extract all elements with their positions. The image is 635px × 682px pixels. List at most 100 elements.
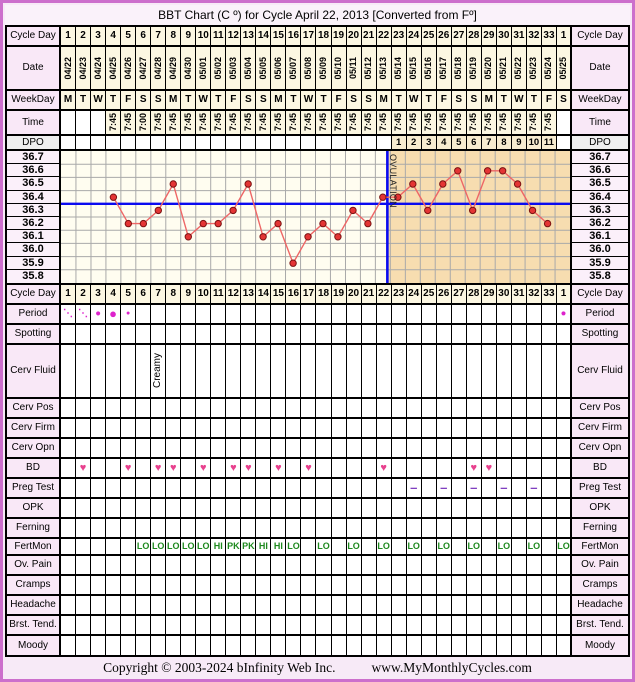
bd-row-day-32[interactable] — [527, 459, 542, 477]
preg-test-row-day-14[interactable] — [256, 479, 272, 497]
preg-test-row-day-30[interactable]: – — [497, 479, 512, 497]
preg-test-row-day-28[interactable]: – — [467, 479, 482, 497]
cerv-opn-row-day-22[interactable] — [377, 439, 392, 457]
ferning-row-day-1[interactable] — [61, 519, 77, 537]
bd-row-day-17[interactable]: ♥ — [301, 459, 317, 477]
ov-pain-row-day-11[interactable] — [211, 556, 227, 574]
site-link[interactable]: www.MyMonthlyCycles.com — [371, 660, 532, 675]
moody-row-day-9[interactable] — [181, 636, 197, 655]
cerv-pos-row-day-15[interactable] — [271, 399, 287, 417]
cerv-fluid-row-day-29[interactable] — [482, 345, 497, 397]
moody-row-day-24[interactable] — [407, 636, 422, 655]
headache-row-day-1[interactable] — [61, 596, 77, 614]
temp-point-day-12[interactable] — [229, 206, 237, 215]
cerv-firm-row-day-10[interactable] — [196, 419, 212, 437]
ov-pain-row-day-16[interactable] — [286, 556, 302, 574]
cerv-pos-row-day-8[interactable] — [166, 399, 182, 417]
ov-pain-row-day-7[interactable] — [151, 556, 167, 574]
spotting-row-day-16[interactable] — [286, 325, 302, 343]
headache-row-day-31[interactable] — [512, 596, 527, 614]
preg-test-row-day-23[interactable] — [392, 479, 407, 497]
preg-test-row-day-17[interactable] — [301, 479, 317, 497]
temp-point-day-7[interactable] — [154, 206, 163, 215]
moody-row-day-7[interactable] — [151, 636, 167, 655]
spotting-row-day-23[interactable] — [392, 325, 407, 343]
opk-row-day-31[interactable] — [512, 499, 527, 517]
cerv-fluid-row-day-23[interactable] — [392, 345, 407, 397]
period-row-day-27[interactable] — [452, 305, 467, 323]
period-row-day-15[interactable] — [271, 305, 287, 323]
opk-row-day-14[interactable] — [256, 499, 272, 517]
cerv-pos-row-day-7[interactable] — [151, 399, 167, 417]
cramps-row-day-23[interactable] — [392, 576, 407, 594]
opk-row-day-33[interactable] — [542, 499, 557, 517]
headache-row-day-13[interactable] — [241, 596, 257, 614]
moody-row-day-1[interactable] — [61, 636, 77, 655]
fertmon-row-day-21[interactable] — [362, 539, 377, 554]
cerv-firm-row-day-21[interactable] — [362, 419, 377, 437]
ferning-row-day-34[interactable] — [557, 519, 572, 537]
cerv-opn-row-day-26[interactable] — [437, 439, 452, 457]
preg-test-row-day-19[interactable] — [332, 479, 347, 497]
brst-tend-row-day-3[interactable] — [91, 616, 107, 634]
bd-row-day-21[interactable] — [362, 459, 377, 477]
moody-row-day-23[interactable] — [392, 636, 407, 655]
cerv-opn-row-day-27[interactable] — [452, 439, 467, 457]
moody-row-day-32[interactable] — [527, 636, 542, 655]
preg-test-row-day-2[interactable] — [76, 479, 92, 497]
period-row-day-22[interactable] — [377, 305, 392, 323]
cramps-row-day-31[interactable] — [512, 576, 527, 594]
bd-row-day-7[interactable]: ♥ — [151, 459, 167, 477]
cerv-firm-row-day-30[interactable] — [497, 419, 512, 437]
period-row-day-23[interactable] — [392, 305, 407, 323]
fertmon-row-day-25[interactable] — [422, 539, 437, 554]
cerv-firm-row-day-8[interactable] — [166, 419, 182, 437]
cerv-fluid-row-day-2[interactable] — [76, 345, 92, 397]
ferning-row-day-19[interactable] — [332, 519, 347, 537]
cerv-firm-row-day-14[interactable] — [256, 419, 272, 437]
cramps-row-day-19[interactable] — [332, 576, 347, 594]
spotting-row-day-13[interactable] — [241, 325, 257, 343]
opk-row-day-23[interactable] — [392, 499, 407, 517]
ferning-row-day-10[interactable] — [196, 519, 212, 537]
bd-row-day-23[interactable] — [392, 459, 407, 477]
headache-row-day-10[interactable] — [196, 596, 212, 614]
ov-pain-row-day-6[interactable] — [136, 556, 152, 574]
cerv-firm-row-day-1[interactable] — [61, 419, 77, 437]
ov-pain-row-day-19[interactable] — [332, 556, 347, 574]
ov-pain-row-day-30[interactable] — [497, 556, 512, 574]
ferning-row-day-8[interactable] — [166, 519, 182, 537]
period-row-day-18[interactable] — [316, 305, 332, 323]
period-row-day-2[interactable]: ⋱ — [76, 305, 92, 323]
cramps-row-day-14[interactable] — [256, 576, 272, 594]
temp-point-day-15[interactable] — [274, 219, 282, 228]
period-row-day-6[interactable] — [136, 305, 152, 323]
moody-row-day-31[interactable] — [512, 636, 527, 655]
preg-test-row-day-21[interactable] — [362, 479, 377, 497]
cramps-row-day-8[interactable] — [166, 576, 182, 594]
cerv-pos-row-day-19[interactable] — [332, 399, 347, 417]
cerv-fluid-row-day-28[interactable] — [467, 345, 482, 397]
opk-row-day-30[interactable] — [497, 499, 512, 517]
headache-row-day-19[interactable] — [332, 596, 347, 614]
cramps-row-day-13[interactable] — [241, 576, 257, 594]
cerv-firm-row-day-24[interactable] — [407, 419, 422, 437]
opk-row-day-25[interactable] — [422, 499, 437, 517]
period-row-day-17[interactable] — [301, 305, 317, 323]
moody-row-day-18[interactable] — [316, 636, 332, 655]
fertmon-row-day-30[interactable]: LO — [497, 539, 512, 554]
moody-row-day-3[interactable] — [91, 636, 107, 655]
spotting-row-day-24[interactable] — [407, 325, 422, 343]
spotting-row-day-21[interactable] — [362, 325, 377, 343]
fertmon-row-day-18[interactable]: LO — [316, 539, 332, 554]
preg-test-row-day-13[interactable] — [241, 479, 257, 497]
period-row-day-28[interactable] — [467, 305, 482, 323]
spotting-row-day-18[interactable] — [316, 325, 332, 343]
cramps-row-day-34[interactable] — [557, 576, 572, 594]
cerv-opn-row-day-6[interactable] — [136, 439, 152, 457]
opk-row-day-2[interactable] — [76, 499, 92, 517]
period-row-day-1[interactable]: ⋱ — [61, 305, 77, 323]
temp-point-day-22[interactable] — [379, 193, 387, 201]
bd-row-day-12[interactable]: ♥ — [226, 459, 242, 477]
cerv-pos-row-day-34[interactable] — [557, 399, 572, 417]
